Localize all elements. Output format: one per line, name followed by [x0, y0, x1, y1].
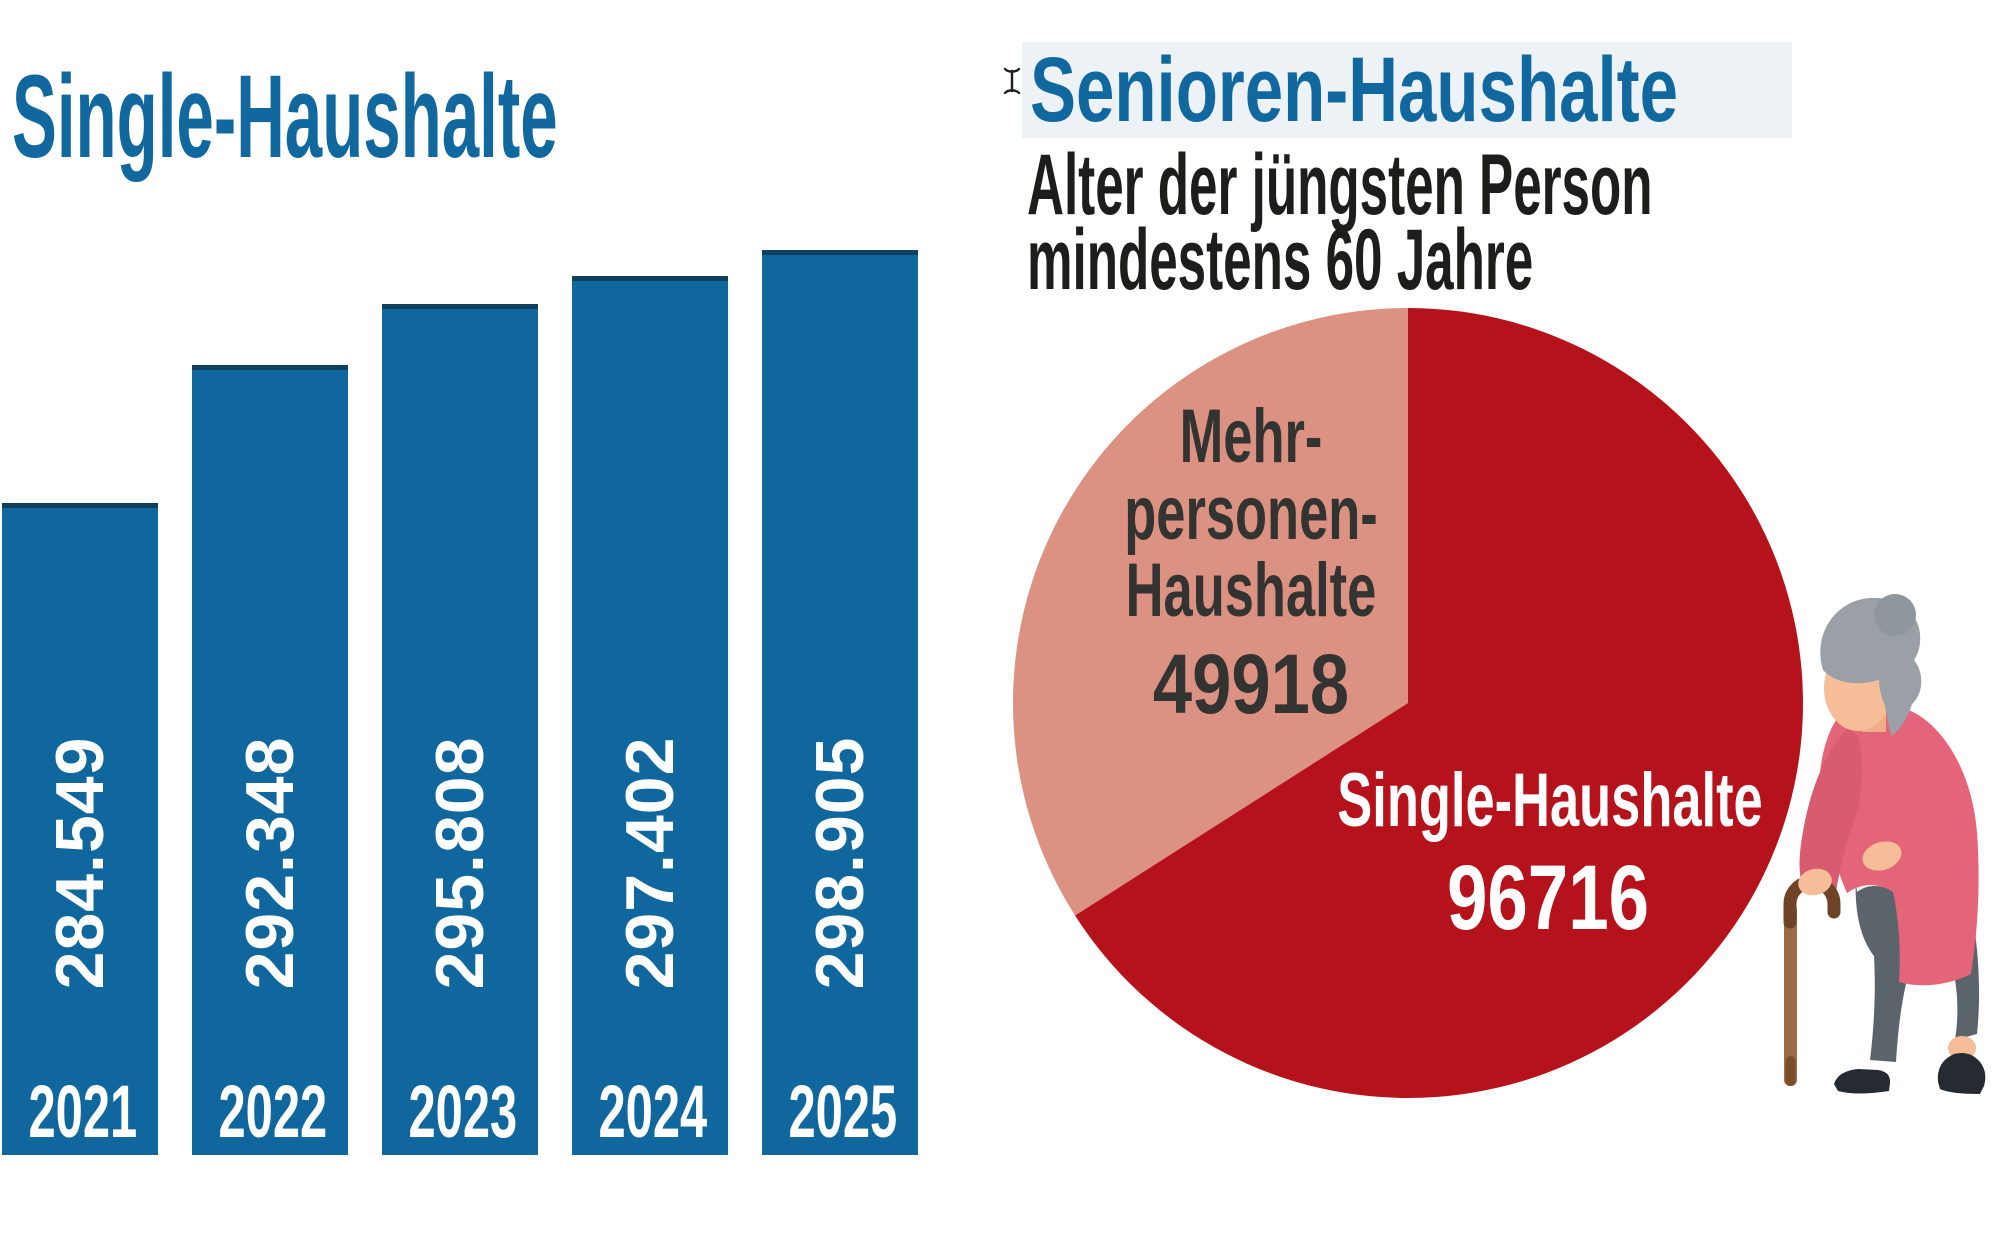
cane-tip	[1785, 1056, 1796, 1086]
title-highlight-band	[1022, 42, 1792, 138]
front-shoe	[1834, 1069, 1891, 1094]
right-hand	[1798, 868, 1832, 896]
pie-slice-single-haushalte	[1075, 308, 1803, 1098]
bar-year-label: 2022	[218, 1070, 328, 1153]
bar-2024	[572, 276, 728, 1155]
pie-chart-title: Senioren-Haushalte	[1030, 39, 1678, 141]
pie-label-single: Single-Haushalte	[1337, 758, 1763, 843]
bar-year-label: 2024	[598, 1070, 708, 1153]
pie-value-mehrpersonen: 49918	[1152, 637, 1350, 731]
text-cursor-icon	[1003, 67, 1021, 95]
elderly-woman-illustration	[1783, 594, 1986, 1094]
bar-2023	[382, 304, 538, 1155]
pie-value-single: 96716	[1446, 847, 1650, 949]
bar-year-label: 2021	[28, 1070, 138, 1153]
cardigan-sleeve	[1799, 726, 1862, 892]
pie-slice-mehrpersonen-haushalte	[1013, 308, 1408, 916]
bar-2022	[192, 365, 348, 1155]
bar-chart-title: Single-Haushalte	[12, 51, 558, 183]
rear-shoe	[1937, 1053, 1986, 1094]
bar-year-label: 2025	[788, 1070, 898, 1153]
pie-label-mehrpersonen: Mehr- personen- Haushalte	[1124, 394, 1378, 633]
hair-bun	[1874, 594, 1916, 636]
bar-2025	[762, 250, 918, 1155]
bar-2021	[2, 503, 158, 1155]
pie-chart-subtitle-line2: mindestens 60 Jahre	[1027, 212, 1534, 308]
left-hand	[1862, 841, 1902, 871]
pie-chart-subtitle-line1: Alter der jüngsten Person	[1027, 137, 1653, 233]
cane-shaft	[1784, 904, 1797, 1086]
bar-year-label: 2023	[408, 1070, 518, 1153]
